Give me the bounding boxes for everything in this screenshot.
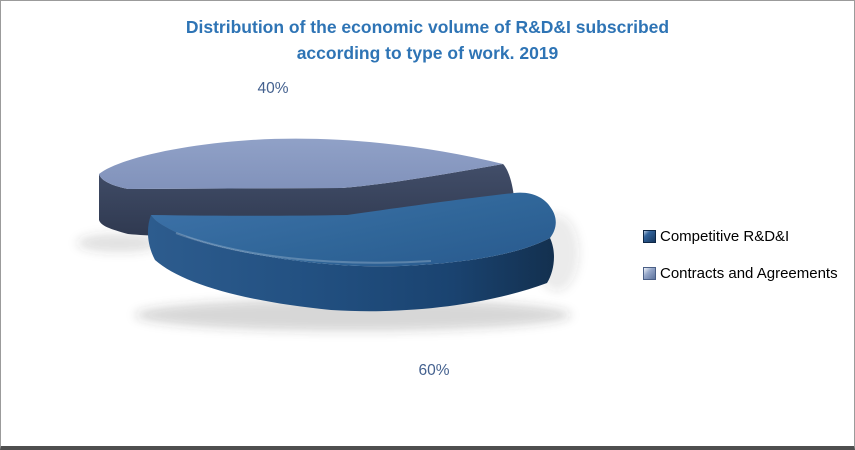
legend-item-contracts: Contracts and Agreements: [643, 264, 838, 282]
legend-marker-competitive: [643, 229, 656, 243]
chart-title-line-1: Distribution of the economic volume of R…: [185, 17, 670, 37]
chart-title-line-2: according to type of work. 2019: [296, 43, 559, 63]
pie-slice-competitive-highlight: [175, 232, 432, 264]
chart-title: Distribution of the economic volume of R…: [1, 14, 854, 66]
legend-item-competitive: Competitive R&D&I: [643, 227, 838, 245]
legend-marker-contracts: [643, 266, 656, 280]
legend: Competitive R&D&I Contracts and Agreemen…: [643, 227, 838, 303]
pie-slice-competitive: [147, 192, 556, 312]
pie-slice-contracts-top: [99, 138, 503, 189]
legend-label-competitive: Competitive R&D&I: [660, 227, 790, 245]
pie-slice-competitive-top: [151, 192, 556, 267]
pie-slice-competitive-side: [147, 215, 554, 312]
legend-label-contracts: Contracts and Agreements: [660, 264, 838, 282]
data-label-contracts: 40%: [257, 80, 289, 97]
data-label-competitive: 60%: [418, 362, 450, 379]
